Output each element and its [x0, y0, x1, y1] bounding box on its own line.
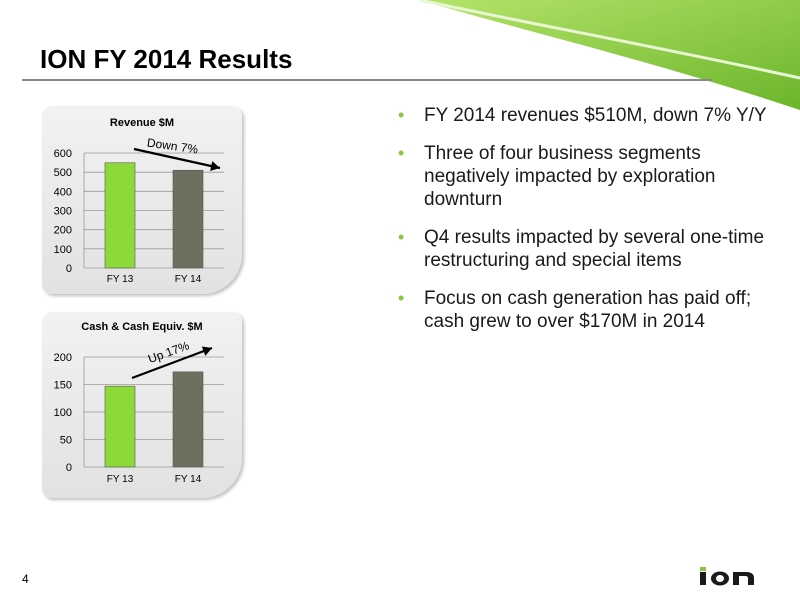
bar [172, 371, 204, 468]
page-number: 4 [22, 572, 29, 586]
y-tick-label: 400 [54, 186, 72, 198]
cash-chart: Cash & Cash Equiv. $M 0 50 100 150 200 FY 13 FY… [54, 321, 224, 485]
bullet-icon: • [398, 227, 405, 247]
trend-arrow-head [210, 161, 220, 171]
decorative-swoosh [419, 0, 800, 110]
bullet-text: Focus on cash generation has paid off; c… [424, 288, 752, 332]
bullet-item: • FY 2014 revenues $510M, down 7% Y/Y [398, 104, 778, 127]
bullet-icon: • [398, 288, 405, 308]
title-divider [22, 79, 712, 81]
y-tick-label: 100 [54, 407, 72, 419]
chart-title: Cash & Cash Equiv. $M [81, 321, 202, 333]
y-tick-label: 200 [54, 225, 72, 237]
bar [104, 162, 136, 269]
y-tick-label: 500 [54, 167, 72, 179]
bullet-item: • Three of four business segments negativ… [398, 142, 778, 211]
bullet-list: • FY 2014 revenues $510M, down 7% Y/Y • Th… [398, 104, 778, 348]
trend-arrow-line [131, 346, 213, 380]
y-tick-label: 100 [54, 244, 72, 256]
bullet-icon: • [398, 105, 405, 125]
ion-logo [700, 567, 754, 586]
bullet-text: Three of four business segments negative… [424, 143, 716, 210]
bullet-item: • Focus on cash generation has paid off; … [398, 287, 778, 333]
bullet-icon: • [398, 143, 405, 163]
bullet-text: Q4 results impacted by several one-time … [424, 227, 765, 271]
chart-annotation: Up 17% [146, 338, 191, 366]
trend-arrow-line [133, 147, 221, 170]
slide-title: ION FY 2014 Results [40, 44, 293, 74]
y-tick-label: 0 [66, 462, 72, 474]
category-label: FY 13 [107, 274, 134, 285]
cash-chart-panel: Cash & Cash Equiv. $M 0 50 100 150 200 FY 13 FY… [42, 312, 242, 498]
y-tick-label: 300 [54, 206, 72, 218]
category-label: FY 13 [107, 474, 134, 485]
y-tick-label: 150 [54, 380, 72, 392]
y-tick-label: 600 [54, 148, 72, 160]
y-tick-label: 200 [54, 352, 72, 364]
revenue-chart-panel: Revenue $M 0 100 200 300 400 500 600 FY 13 FY 14 D… [42, 106, 242, 294]
bullet-text: FY 2014 revenues $510M, down 7% Y/Y [424, 105, 767, 126]
y-tick-label: 0 [66, 263, 72, 275]
bar [104, 385, 136, 468]
chart-title: Revenue $M [110, 117, 174, 129]
category-label: FY 14 [175, 474, 202, 485]
bullet-item: • Q4 results impacted by several one-time… [398, 226, 778, 272]
bar [172, 169, 204, 269]
trend-arrow-head [201, 346, 212, 356]
y-tick-label: 50 [60, 435, 72, 447]
category-label: FY 14 [175, 274, 202, 285]
